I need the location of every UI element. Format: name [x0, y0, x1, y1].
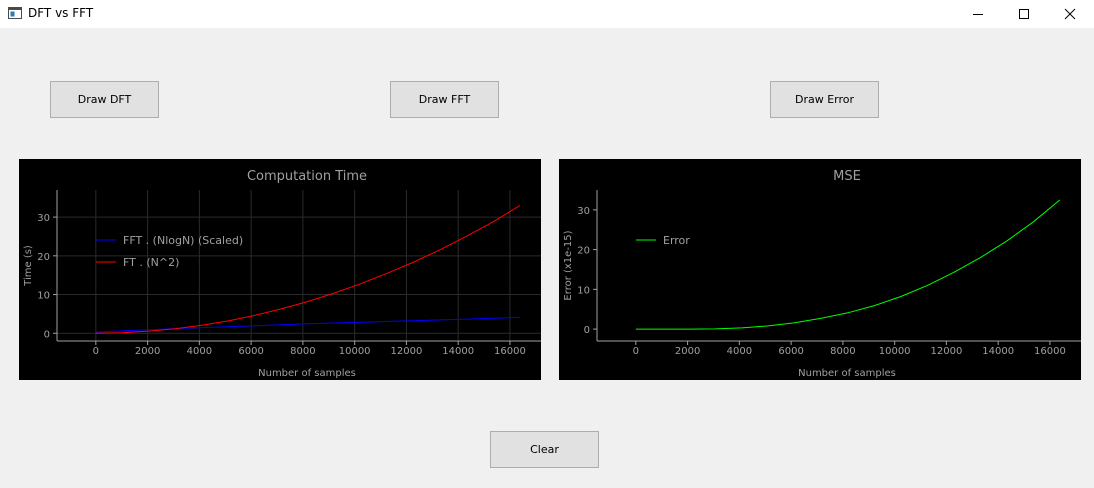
- y-tick-label: 0: [44, 329, 50, 340]
- window-title: DFT vs FFT: [28, 6, 94, 20]
- x-tick-label: 2000: [135, 346, 160, 357]
- y-tick-label: 10: [37, 291, 50, 302]
- legend-label: Error: [663, 234, 690, 247]
- chart-title: MSE: [833, 169, 861, 184]
- title-bar: DFT vs FFT: [0, 0, 1094, 28]
- mse-svg: 0 2000 4000 6000 8000 10000 12000 14000 16000 0 10…: [563, 169, 1081, 379]
- mse-chart: 0 2000 4000 6000 8000 10000 12000 14000 16000 0 10…: [559, 159, 1081, 380]
- x-tick-label: 16000: [494, 346, 526, 357]
- legend-label: FT . (N^2): [123, 256, 179, 269]
- series-line-1: [95, 205, 521, 334]
- x-tick-label: 10000: [339, 346, 371, 357]
- close-window-button[interactable]: [1048, 0, 1094, 28]
- y-tick-label: 20: [37, 252, 50, 263]
- y-tick-label: 30: [577, 206, 590, 217]
- chart-title: Computation Time: [247, 169, 367, 184]
- x-tick-label: 8000: [290, 346, 315, 357]
- y-axis-label: Error (x1e-15): [563, 230, 574, 300]
- x-tick-label: 4000: [727, 346, 752, 357]
- x-tick-label: 14000: [442, 346, 474, 357]
- draw-fft-button[interactable]: Draw FFT: [390, 81, 499, 118]
- y-tick-label: 0: [584, 325, 590, 336]
- computation-time-chart: 0 2000 4000 6000 8000 10000 12000 14000 16000 0 10…: [19, 159, 541, 380]
- y-tick-label: 10: [577, 285, 590, 296]
- clear-button[interactable]: Clear: [490, 431, 599, 468]
- x-tick-label: 0: [633, 346, 639, 357]
- minimize-button[interactable]: [956, 0, 1002, 28]
- x-axis-label: Number of samples: [258, 368, 356, 379]
- x-tick-label: 14000: [982, 346, 1014, 357]
- x-tick-label: 4000: [187, 346, 212, 357]
- y-tick-label: 30: [37, 213, 50, 224]
- x-tick-label: 2000: [675, 346, 700, 357]
- x-tick-label: 0: [93, 346, 99, 357]
- x-tick-label: 12000: [391, 346, 423, 357]
- series-line-0: [95, 316, 520, 333]
- x-tick-label: 16000: [1034, 346, 1066, 357]
- y-tick-label: 20: [577, 246, 590, 257]
- series-line-0: [635, 199, 1061, 330]
- x-axis-label: Number of samples: [798, 368, 896, 379]
- draw-error-button[interactable]: Draw Error: [770, 81, 879, 118]
- x-tick-label: 8000: [830, 346, 855, 357]
- close-icon: [1064, 8, 1076, 20]
- x-tick-label: 6000: [238, 346, 263, 357]
- x-tick-label: 10000: [879, 346, 911, 357]
- minimize-icon: [973, 14, 983, 15]
- computation-time-svg: 0 2000 4000 6000 8000 10000 12000 14000 16000 0 10…: [23, 169, 541, 379]
- y-axis-label: Time (s): [23, 245, 34, 287]
- x-tick-label: 6000: [778, 346, 803, 357]
- draw-dft-button[interactable]: Draw DFT: [50, 81, 159, 118]
- legend-label: FFT . (NlogN) (Scaled): [123, 234, 243, 247]
- app-icon: [8, 7, 22, 19]
- maximize-icon: [1019, 9, 1029, 19]
- x-tick-label: 12000: [931, 346, 963, 357]
- maximize-button[interactable]: [1002, 0, 1048, 28]
